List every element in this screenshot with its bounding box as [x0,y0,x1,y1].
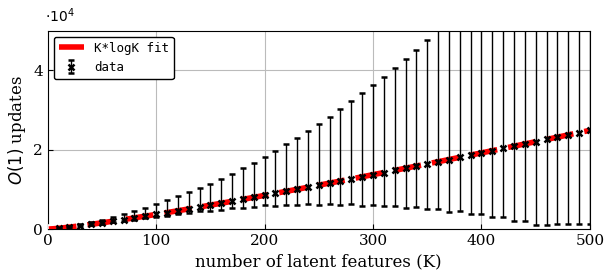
Y-axis label: $O(1)$ updates: $O(1)$ updates [5,75,27,185]
K*logK fit [101,221,108,224]
K*logK fit [586,129,594,132]
X-axis label: number of latent features (K): number of latent features (K) [195,253,442,270]
K*logK fit [284,190,291,193]
K*logK fit [264,193,271,197]
K*logK fit [467,153,475,157]
K*logK fit [45,227,52,231]
K*logK fit [477,152,484,155]
Line: K*logK fit: K*logK fit [49,130,590,229]
Text: $\cdot 10^4$: $\cdot 10^4$ [45,6,75,25]
Legend: K*logK fit, data: K*logK fit, data [54,37,174,79]
K*logK fit [417,164,424,167]
